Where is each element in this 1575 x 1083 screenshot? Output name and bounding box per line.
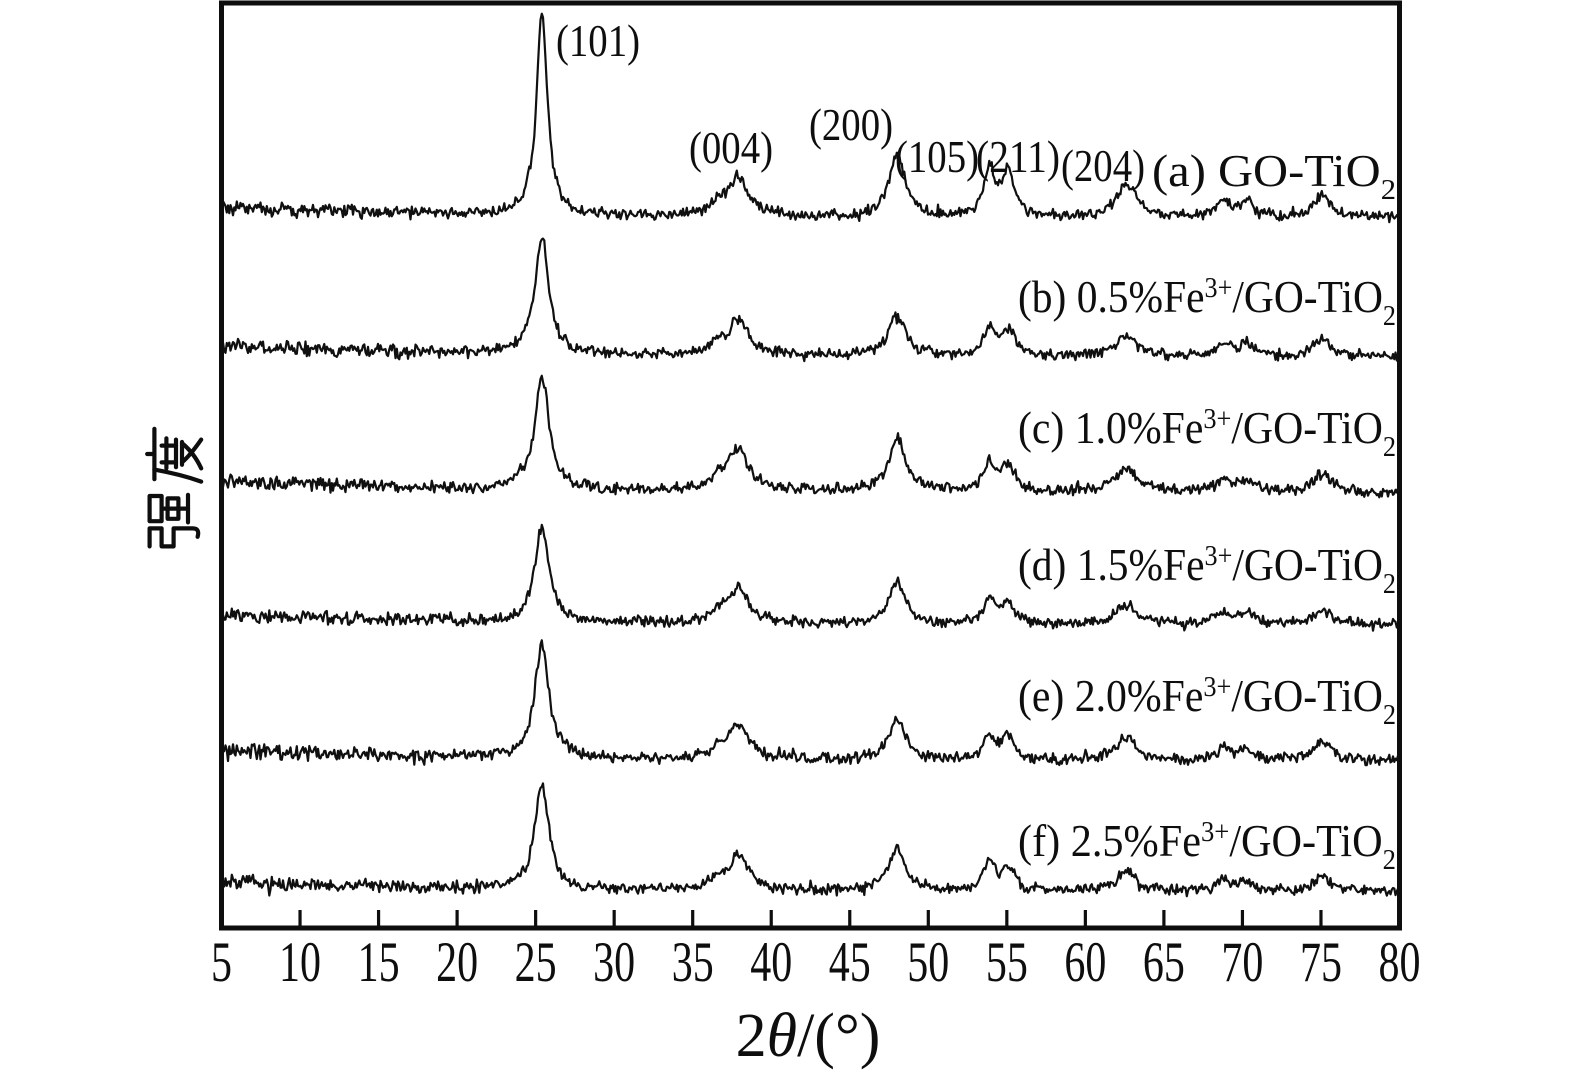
x-tick-label-30: 30: [593, 931, 635, 994]
series-label-run: (a) GO-TiO: [1152, 145, 1381, 196]
x-axis-label-run: /(°): [797, 1002, 880, 1070]
x-tick-label-70: 70: [1221, 931, 1263, 994]
series-label-run: 2: [1383, 844, 1396, 876]
series-label-run: 3+: [1205, 272, 1233, 304]
peak-label-101: (101): [556, 15, 640, 66]
series-label-run: 2: [1383, 568, 1396, 600]
series-label-run: /GO-TiO: [1232, 539, 1383, 590]
x-tick-label-20: 20: [436, 931, 478, 994]
plot-frame: [219, 0, 1402, 931]
x-tick-label-40: 40: [750, 931, 792, 994]
xrd-curves: [221, 12, 1400, 898]
peak-label-004: (004): [689, 122, 773, 173]
x-tick-label-45: 45: [829, 931, 871, 994]
series-label-run: /GO-TiO: [1232, 271, 1383, 322]
series-label-f: (f) 2.5%Fe3+/GO-TiO2: [1018, 815, 1396, 876]
x-tick-label-75: 75: [1300, 931, 1342, 994]
series-label-a: (a) GO-TiO 2: [1152, 145, 1396, 206]
series-label-run: (b) 0.5%Fe: [1018, 271, 1205, 322]
series-label-run: 2: [1383, 431, 1396, 463]
series-label-run: 3+: [1203, 671, 1231, 703]
series-label-run: /GO-TiO: [1231, 670, 1382, 721]
x-tick-label-25: 25: [515, 931, 557, 994]
x-tick-label-80: 80: [1379, 931, 1421, 994]
x-tick-label-15: 15: [358, 931, 400, 994]
x-axis-label: 2θ/(°): [736, 1002, 881, 1070]
series-label-run: 3+: [1205, 540, 1233, 572]
series-label-b: (b) 0.5%Fe3+/GO-TiO2: [1018, 271, 1396, 332]
series-label-run: 2: [1381, 174, 1396, 206]
series-label-c: (c) 1.0%Fe3+/GO-TiO2: [1018, 402, 1396, 463]
series-label-d: (d) 1.5%Fe3+/GO-TiO2: [1018, 539, 1396, 600]
peak-labels: (101) (004) (200)(105)(211) (204): [556, 15, 1145, 191]
x-axis-label-run: 2: [736, 1002, 767, 1070]
series-label-run: /GO-TiO: [1231, 402, 1382, 453]
x-axis-label-run: θ: [767, 1002, 797, 1070]
x-tick-label-35: 35: [672, 931, 714, 994]
series-label-run: 3+: [1203, 403, 1231, 435]
series-label-e: (e) 2.0%Fe3+/GO-TiO2: [1018, 670, 1396, 731]
y-axis-label: [145, 426, 204, 549]
series-label-run: (d) 1.5%Fe: [1018, 539, 1205, 590]
y-axis-label-char-0: [147, 492, 201, 549]
series-label-run: (c) 1.0%Fe: [1018, 402, 1203, 453]
xrd-curve-a: [222, 12, 1399, 224]
x-tick-label-10: 10: [279, 931, 321, 994]
peak-label-204: (204): [1061, 140, 1145, 191]
xrd-curve-f: [221, 782, 1399, 898]
x-tick-label-65: 65: [1143, 931, 1185, 994]
x-tick-label-55: 55: [986, 931, 1028, 994]
xrd-curve-d: [221, 523, 1400, 632]
xrd-curve-b: [221, 237, 1400, 363]
x-axis-tick-labels: 5 10 15 20 25 30 35 40 45 50 55 60 65 70 75 80: [211, 931, 1421, 994]
series-label-run: /GO-TiO: [1229, 815, 1382, 866]
series-label-run: 2: [1383, 300, 1396, 332]
x-tick-label-5: 5: [211, 931, 232, 994]
series-label-run: (f) 2.5%Fe: [1018, 815, 1201, 866]
peak-label-105: (105): [895, 131, 979, 182]
y-axis-label-char-1: [145, 426, 204, 484]
x-axis-title: 2θ/(°): [736, 1002, 881, 1070]
peak-label-211: (211): [976, 131, 1060, 182]
series-label-run: 2: [1383, 699, 1396, 731]
x-tick-label-50: 50: [907, 931, 949, 994]
xrd-curve-c: [221, 374, 1400, 499]
series-label-run: 3+: [1201, 816, 1229, 848]
y-axis-title: [145, 426, 204, 549]
peak-label-200: (200): [809, 99, 893, 150]
xrd-curve-e: [222, 639, 1400, 767]
x-tick-label-60: 60: [1064, 931, 1106, 994]
series-label-run: (e) 2.0%Fe: [1018, 670, 1203, 721]
series-labels: (a) GO-TiO 2(b) 0.5%Fe3+/GO-TiO2(c) 1.0%F…: [1018, 145, 1396, 876]
x-axis-ticks: [298, 910, 1323, 926]
